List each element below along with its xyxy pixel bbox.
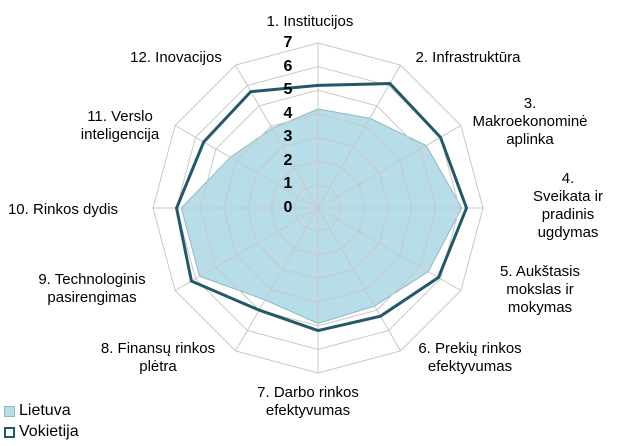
axis-tick-label: 7: [283, 34, 293, 51]
axis-tick-label: 5: [283, 81, 293, 99]
axis-tick-label: 3: [283, 128, 293, 146]
grid-spoke: [235, 64, 319, 209]
grid-spoke: [174, 125, 319, 209]
category-label: 5. Aukštasis mokslas ir mokymas: [499, 263, 581, 316]
category-label: 10. Rinkos dydis: [7, 201, 119, 218]
grid-spoke: [174, 207, 319, 291]
axis-tick-label: 2: [283, 151, 293, 169]
axis-tick-label: 0: [283, 199, 293, 216]
category-label: 6. Prekių rinkos efektyvumas: [418, 340, 522, 375]
legend-item: Lietuva: [4, 402, 71, 420]
category-label: 9. Technologinis pasirengimas: [38, 271, 146, 306]
series-line: [175, 81, 469, 333]
grid-spoke: [317, 64, 401, 209]
legend-swatch: [4, 405, 15, 417]
category-label: 12. Inovacijos: [130, 49, 222, 66]
legend-swatch: [4, 426, 15, 438]
category-label: 3. Makroekonominė aplinka: [472, 95, 588, 148]
category-label: 7. Darbo rinkos efektyvumas: [257, 384, 359, 419]
legend-label: Vokietija: [19, 423, 79, 440]
grid-spoke: [235, 207, 319, 352]
category-label: 11. Verslo inteligencija: [80, 108, 160, 143]
axis-tick-label: 4: [283, 104, 293, 122]
category-label: 2. Infrastruktūra: [415, 49, 521, 66]
legend-item: Vokietija: [4, 423, 79, 441]
category-label: 1. Institucijos: [266, 13, 354, 30]
axis-tick-label: 6: [283, 57, 293, 75]
legend-label: Lietuva: [19, 402, 71, 419]
grid-spoke: [317, 207, 401, 352]
category-label: 8. Finansų rinkos plėtra: [100, 340, 216, 375]
category-label: 4. Sveikata ir pradinis ugdymas: [532, 170, 604, 241]
axis-tick-label: 1: [283, 175, 293, 193]
grid-spoke: [317, 125, 462, 209]
